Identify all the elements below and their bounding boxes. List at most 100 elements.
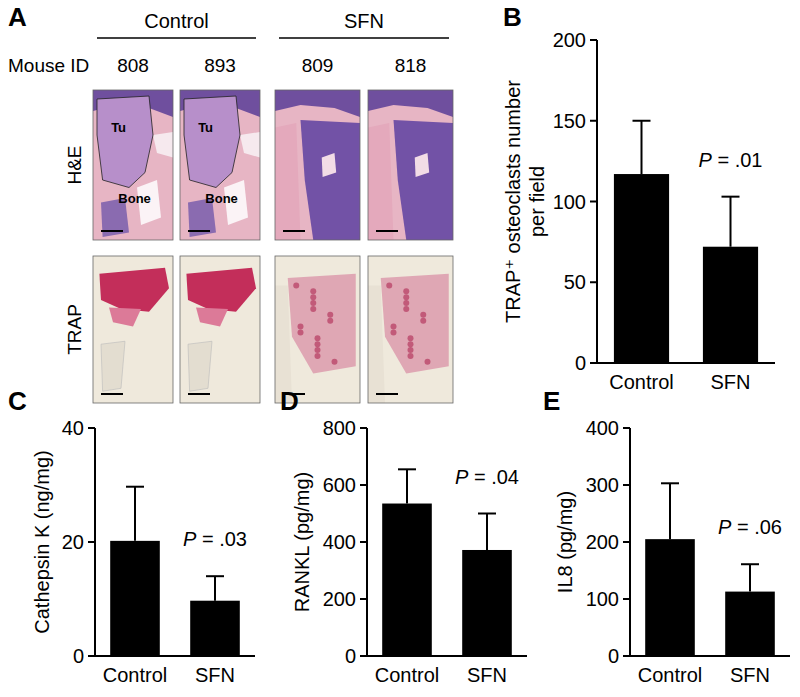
histology-image [275, 90, 360, 240]
panel-letter: A [8, 2, 27, 32]
error-stem [214, 576, 216, 601]
tissue [293, 282, 299, 288]
y-tick-label: 400 [323, 531, 356, 553]
figure: AMouse ID808893Control809818SFNH&ETRAPTu… [0, 0, 800, 697]
tissue [394, 120, 454, 240]
tissue [188, 341, 212, 391]
image-bg [93, 256, 173, 403]
image-frame [275, 90, 360, 240]
marks [645, 483, 775, 656]
y-tick [360, 598, 367, 600]
tissue [101, 341, 125, 391]
scale-bar [188, 230, 210, 232]
tumor-outline [97, 96, 153, 188]
mouse-id: 893 [204, 55, 236, 76]
error-bar [741, 564, 759, 591]
error-stem [641, 121, 643, 174]
panel-letter: B [503, 2, 522, 32]
bar [725, 592, 775, 656]
y-tick-label: 100 [553, 191, 586, 213]
tissue [368, 123, 394, 240]
y-tick [360, 655, 367, 657]
tissue [310, 294, 316, 300]
image-frame [368, 90, 453, 240]
row-label: H&E [64, 145, 85, 184]
bar [614, 174, 669, 363]
panel-letter: E [543, 386, 560, 416]
tissue [275, 90, 360, 117]
mouse-id: 809 [302, 55, 334, 76]
y-tick [360, 427, 367, 429]
tissue [310, 300, 316, 306]
tissue [327, 318, 333, 324]
chart: E0100200300400IL8 (pg/mg)ControlSFNP = .… [543, 386, 790, 686]
image-annotation: Tu [111, 120, 126, 135]
y-tick-label: 50 [564, 271, 586, 293]
chart: B050100150200TRAP⁺ osteoclasts numberper… [502, 2, 775, 393]
tissue [368, 285, 385, 403]
y-tick-label: 0 [575, 352, 586, 374]
image-annotation: Bone [118, 191, 151, 206]
scale-bar [188, 393, 210, 395]
y-tick [590, 39, 597, 41]
image-bg [275, 256, 360, 403]
tissue [332, 359, 338, 365]
group-label: Control [144, 10, 208, 32]
image-bg [180, 90, 260, 240]
image-bg [180, 256, 260, 403]
error-cap [478, 513, 496, 515]
y-tick-label: 200 [586, 531, 619, 553]
tissue [403, 288, 409, 294]
y-tick [590, 120, 597, 122]
error-bar [633, 121, 651, 174]
image-bg [93, 90, 173, 240]
image-frame [180, 256, 260, 403]
p-value: P = .04 [455, 466, 519, 488]
tissue [310, 288, 316, 294]
p-symbol: P [718, 516, 732, 538]
y-tick-label: 20 [62, 531, 84, 553]
image-frame [93, 90, 173, 240]
group-label: SFN [344, 10, 384, 32]
histology-image [93, 256, 173, 403]
tissue [196, 307, 228, 326]
p-symbol: P [455, 466, 469, 488]
image-annotation: Bone [205, 191, 238, 206]
y-tick [590, 362, 597, 364]
p-symbol: P [699, 149, 713, 171]
y-axis-label: RANKL (pg/mg) [291, 472, 313, 612]
p-value: P = .06 [718, 516, 782, 538]
x-tick-label: SFN [711, 371, 751, 393]
histology-image [180, 256, 260, 403]
tissue [381, 274, 449, 374]
error-cap [206, 575, 224, 577]
p-rest: = .03 [196, 528, 247, 550]
error-stem [749, 564, 751, 591]
tissue [315, 335, 321, 341]
id-label: Mouse ID [8, 55, 89, 76]
error-bar [478, 514, 496, 550]
histology-image [368, 256, 453, 403]
tissue [322, 153, 336, 177]
tissue [408, 353, 414, 359]
marks [382, 469, 512, 656]
histology-image [368, 90, 453, 240]
y-tick-label: 0 [345, 645, 356, 667]
image-bg [368, 256, 453, 403]
tissue [301, 120, 361, 240]
error-stem [669, 483, 671, 539]
error-cap [633, 120, 651, 122]
y-tick-label: 200 [553, 29, 586, 51]
tissue [288, 274, 356, 374]
tissue [391, 324, 397, 330]
tissue [368, 90, 453, 117]
tissue [408, 341, 414, 347]
y-tick-label: 600 [323, 474, 356, 496]
p-value: P = .03 [183, 528, 247, 550]
marks [110, 487, 240, 656]
chart: D0200400600800RANKL (pg/mg)ControlSFNP =… [280, 386, 527, 686]
x-tick-label: Control [609, 371, 673, 393]
bar [462, 550, 512, 656]
y-tick [623, 598, 630, 600]
bar [645, 539, 695, 656]
